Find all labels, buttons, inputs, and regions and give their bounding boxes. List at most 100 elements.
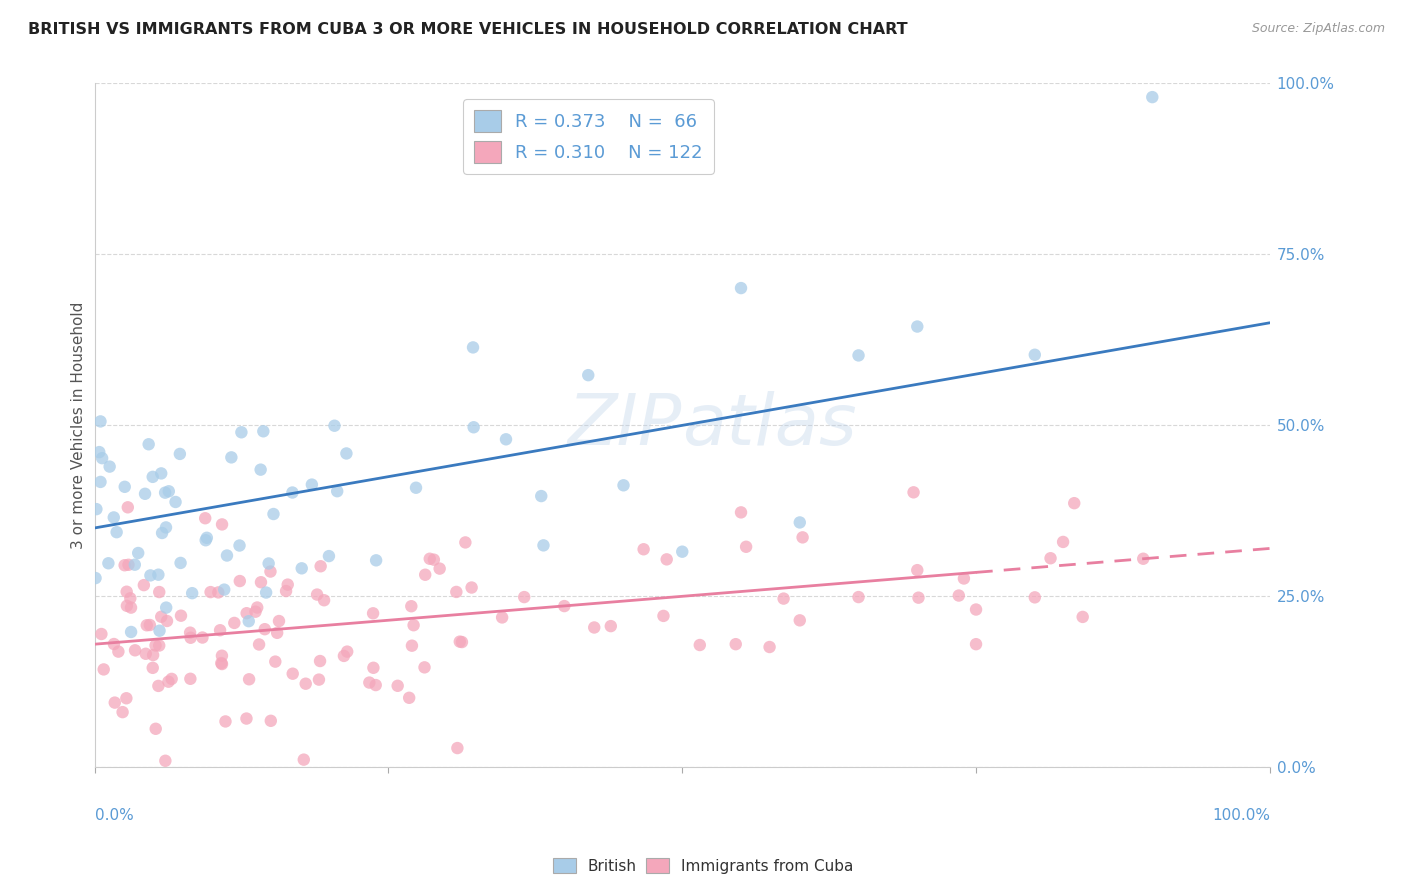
- Point: [735, 540, 758, 554]
- Point: [250, 575, 273, 590]
- Point: [249, 463, 271, 477]
- Point: [446, 741, 468, 756]
- Point: [730, 281, 752, 295]
- Point: [361, 607, 384, 621]
- Point: [231, 425, 253, 440]
- Point: [224, 615, 246, 630]
- Point: [194, 533, 217, 548]
- Point: [576, 368, 599, 383]
- Point: [1142, 90, 1164, 104]
- Point: [195, 531, 218, 545]
- Point: [772, 591, 794, 606]
- Point: [117, 500, 139, 515]
- Point: [413, 567, 436, 582]
- Point: [138, 437, 160, 451]
- Point: [135, 618, 157, 632]
- Point: [401, 599, 423, 614]
- Text: BRITISH VS IMMIGRANTS FROM CUBA 3 OR MORE VEHICLES IN HOUSEHOLD CORRELATION CHAR: BRITISH VS IMMIGRANTS FROM CUBA 3 OR MOR…: [28, 22, 908, 37]
- Point: [179, 672, 201, 686]
- Point: [142, 470, 165, 484]
- Point: [1071, 610, 1094, 624]
- Point: [120, 591, 142, 606]
- Point: [533, 538, 555, 552]
- Point: [903, 485, 925, 500]
- Point: [235, 606, 257, 620]
- Point: [124, 558, 146, 572]
- Point: [253, 622, 276, 636]
- Point: [301, 477, 323, 491]
- Point: [211, 517, 233, 532]
- Point: [398, 690, 420, 705]
- Point: [148, 679, 170, 693]
- Point: [1024, 348, 1046, 362]
- Point: [792, 530, 814, 544]
- Point: [211, 657, 233, 671]
- Point: [155, 754, 177, 768]
- Point: [148, 567, 170, 582]
- Point: [724, 637, 747, 651]
- Point: [363, 661, 385, 675]
- Point: [405, 481, 427, 495]
- Point: [553, 599, 575, 613]
- Legend: British, Immigrants from Cuba: British, Immigrants from Cuba: [547, 852, 859, 880]
- Point: [254, 585, 277, 599]
- Point: [291, 561, 314, 575]
- Point: [194, 511, 217, 525]
- Point: [150, 609, 173, 624]
- Point: [318, 549, 340, 563]
- Point: [460, 581, 482, 595]
- Point: [263, 507, 285, 521]
- Point: [446, 585, 468, 599]
- Point: [115, 584, 138, 599]
- Point: [419, 551, 441, 566]
- Point: [252, 425, 274, 439]
- Point: [160, 672, 183, 686]
- Point: [115, 691, 138, 706]
- Point: [294, 676, 316, 690]
- Point: [333, 648, 356, 663]
- Point: [429, 561, 451, 575]
- Point: [366, 553, 388, 567]
- Point: [461, 340, 484, 354]
- Point: [257, 557, 280, 571]
- Point: [148, 585, 170, 599]
- Point: [148, 624, 170, 638]
- Point: [463, 420, 485, 434]
- Point: [139, 568, 162, 582]
- Point: [120, 600, 142, 615]
- Legend: R = 0.373    N =  66, R = 0.310    N = 122: R = 0.373 N = 66, R = 0.310 N = 122: [463, 99, 714, 174]
- Point: [103, 510, 125, 524]
- Point: [221, 450, 243, 465]
- Point: [212, 582, 235, 597]
- Point: [758, 640, 780, 654]
- Text: 0.0%: 0.0%: [94, 808, 134, 823]
- Point: [965, 602, 987, 616]
- Point: [235, 712, 257, 726]
- Point: [105, 525, 128, 540]
- Y-axis label: 3 or more Vehicles in Household: 3 or more Vehicles in Household: [72, 301, 86, 549]
- Point: [1039, 551, 1062, 566]
- Point: [965, 637, 987, 651]
- Point: [156, 614, 179, 628]
- Point: [84, 571, 107, 585]
- Point: [583, 620, 606, 634]
- Point: [170, 608, 193, 623]
- Point: [211, 648, 233, 663]
- Point: [157, 674, 180, 689]
- Point: [730, 505, 752, 519]
- Point: [142, 648, 165, 662]
- Point: [90, 627, 112, 641]
- Point: [312, 593, 335, 607]
- Point: [91, 451, 114, 466]
- Point: [323, 418, 346, 433]
- Point: [139, 618, 162, 632]
- Text: atlas: atlas: [682, 391, 856, 460]
- Point: [789, 516, 811, 530]
- Point: [111, 705, 134, 719]
- Point: [652, 608, 675, 623]
- Point: [264, 655, 287, 669]
- Point: [309, 559, 332, 574]
- Point: [281, 485, 304, 500]
- Point: [228, 539, 250, 553]
- Point: [238, 673, 260, 687]
